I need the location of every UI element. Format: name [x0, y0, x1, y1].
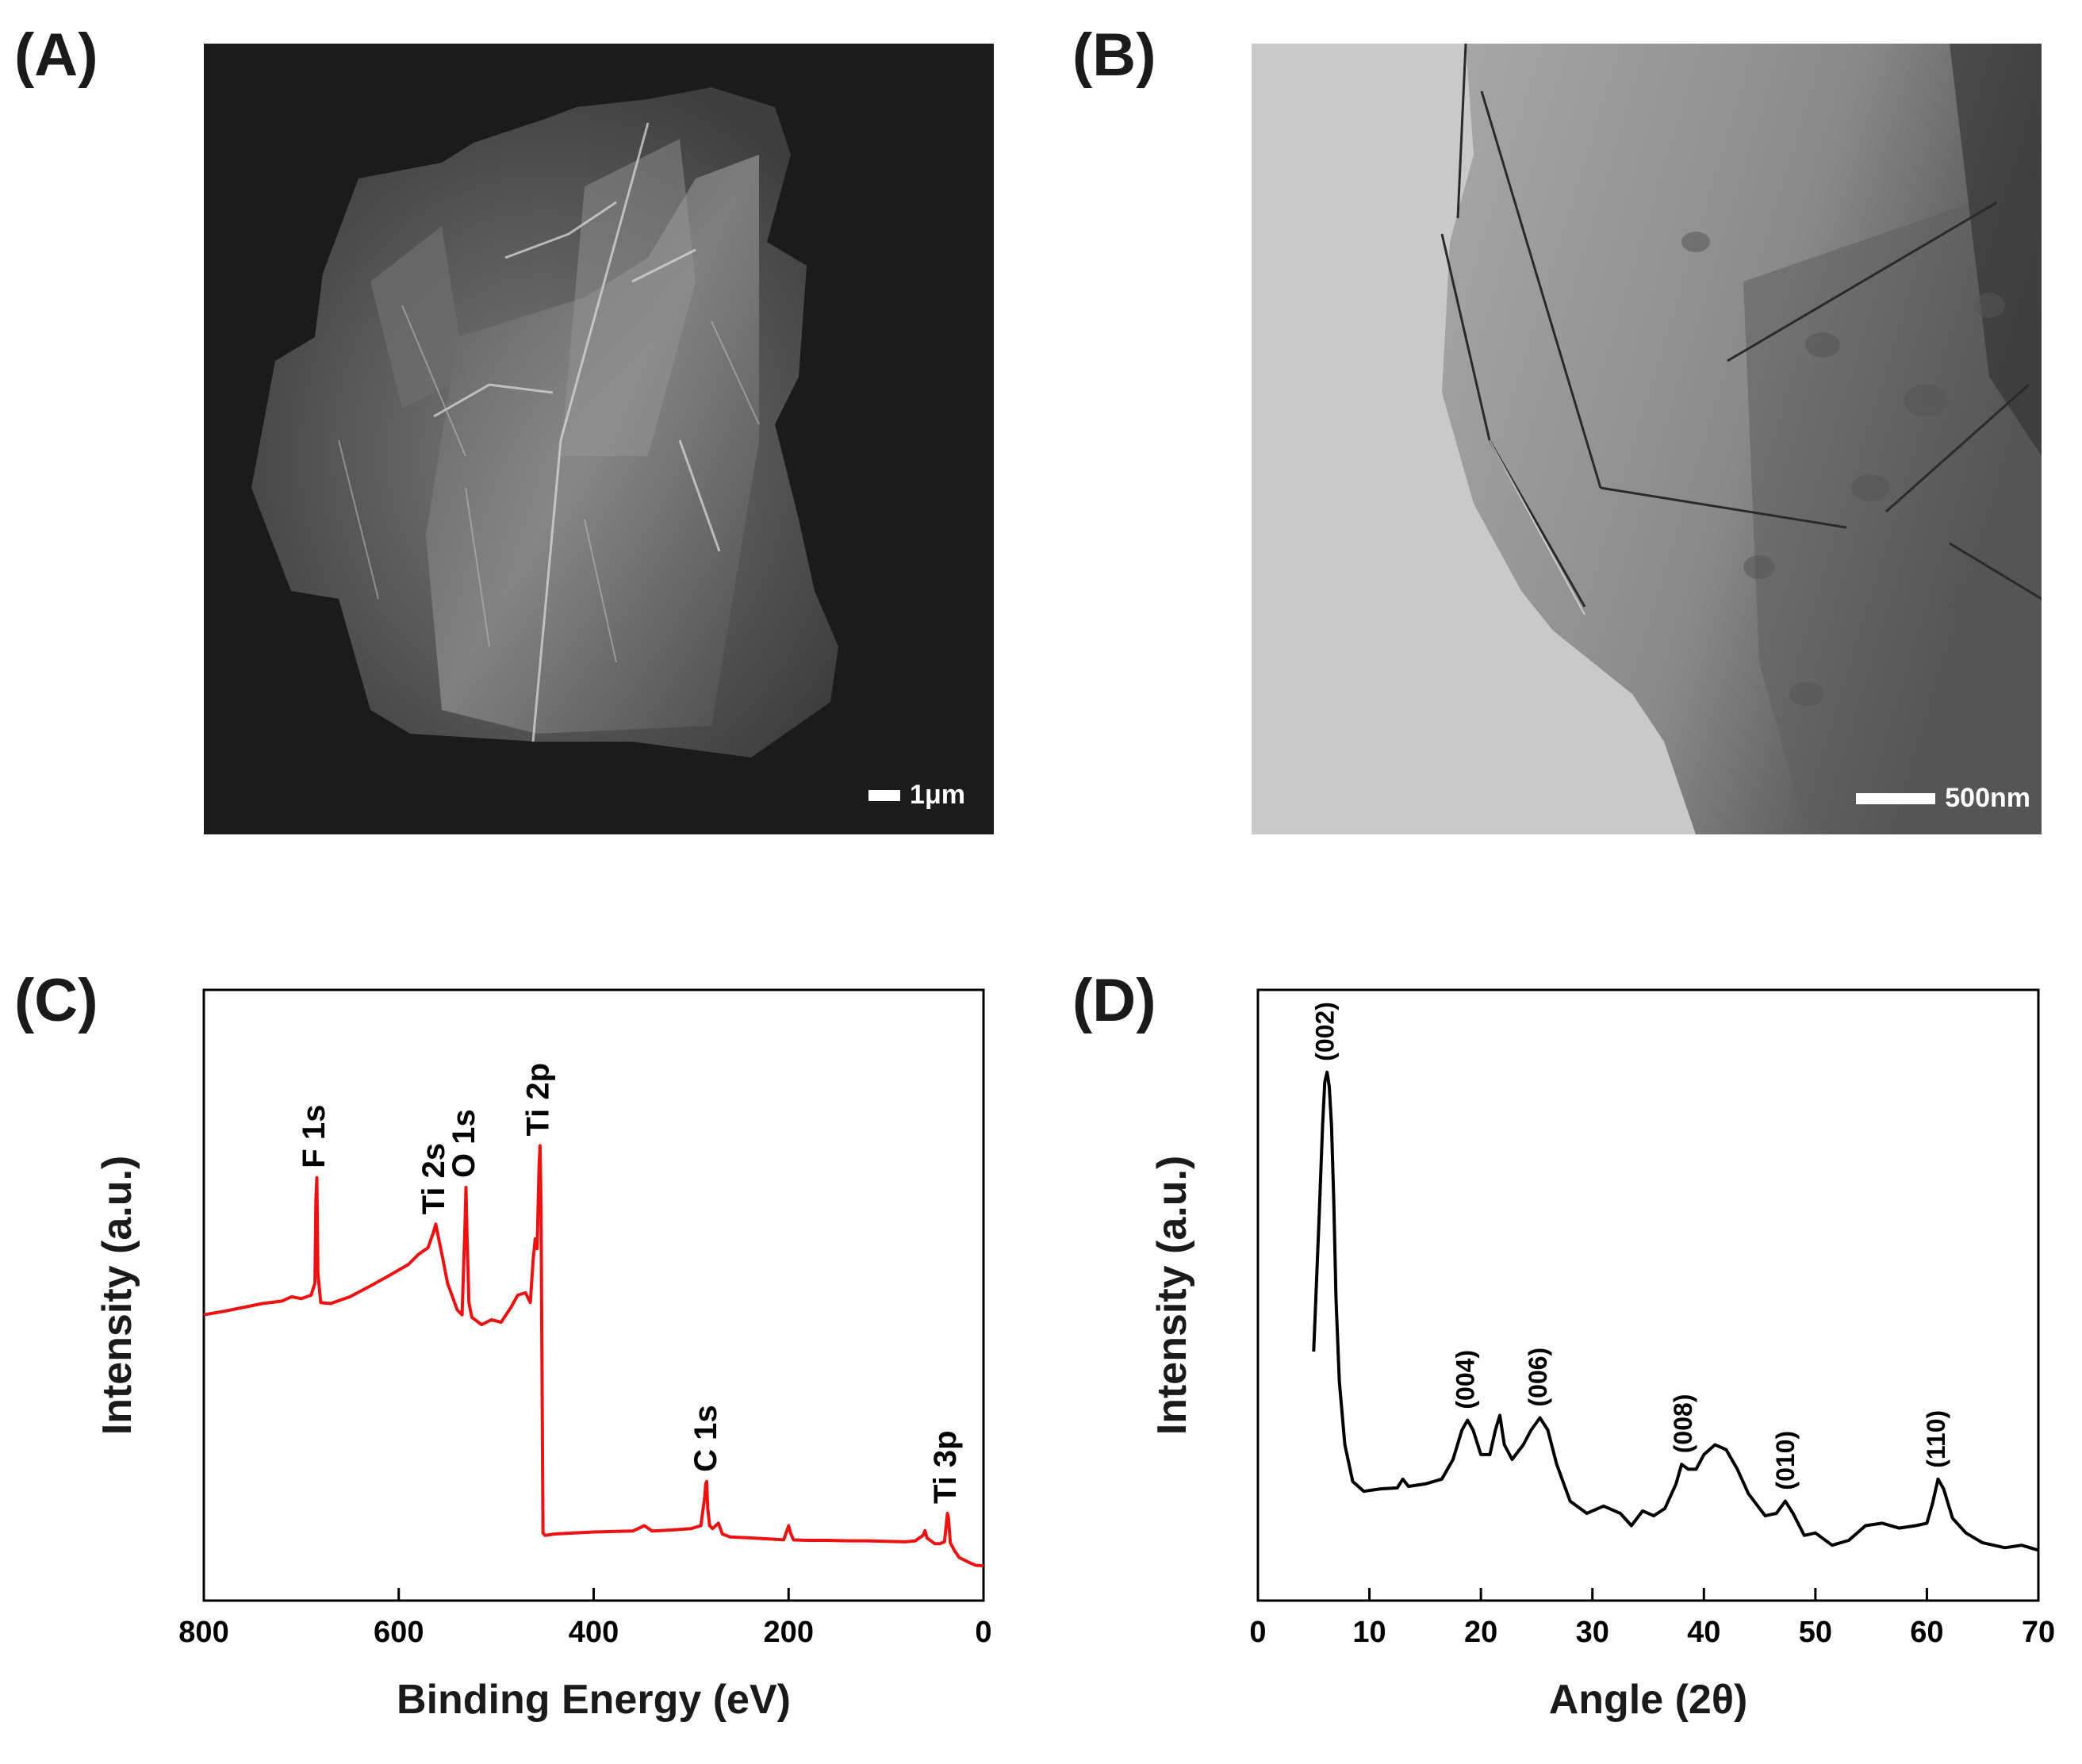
xrd-x-tick-label: 20 [1464, 1616, 1497, 1649]
xps-x-tick-label: 0 [975, 1616, 991, 1649]
xps-x-tick-label: 600 [374, 1616, 424, 1649]
sem-image [251, 87, 838, 757]
xps-peak-label: O 1s [447, 1109, 481, 1178]
xrd-peak-label: (110) [1922, 1410, 1950, 1468]
tem-scale-bar: 500nm [1856, 783, 2030, 814]
xps-series-line [203, 1144, 984, 1568]
panel-label-a: (A) [14, 21, 98, 89]
xps-y-axis-title: Intensity (a.u.) [94, 1156, 140, 1435]
sem-scale-bar-text: 1μm [910, 780, 965, 810]
xrd-y-axis-title: Intensity (a.u.) [1149, 1156, 1195, 1435]
tem-micrograph: 500nm [1252, 44, 2042, 834]
xrd-peak-label: (002) [1311, 1002, 1340, 1061]
sem-scale-bar: 1μm [868, 780, 965, 811]
xps-peak-label: C 1s [688, 1405, 723, 1472]
xps-chart: 800 600 400 200 0 Binding Energy (eV) Intensit… [94, 988, 992, 1723]
xrd-plot-frame [1256, 988, 2040, 1602]
xrd-x-tick-label: 50 [1799, 1616, 1832, 1649]
xps-x-tick-label: 800 [178, 1616, 228, 1649]
tem-scale-bar-line [1856, 792, 1936, 804]
sem-micrograph: 1μm [204, 44, 994, 834]
xrd-series-line [1312, 1070, 2039, 1552]
xps-x-axis-title: Binding Energy (eV) [397, 1677, 791, 1723]
xrd-x-tick-label: 60 [1910, 1616, 1943, 1649]
xps-x-tick-label: 200 [764, 1616, 814, 1649]
panel-label-c: (C) [14, 967, 98, 1034]
tem-image [1440, 44, 2042, 834]
xps-peak-label: Ti 3p [928, 1430, 963, 1504]
xrd-x-tick-label: 30 [1576, 1616, 1609, 1649]
xrd-peak-label: (006) [1524, 1348, 1552, 1407]
xrd-x-tick-label: 10 [1352, 1616, 1386, 1649]
xps-peak-label: F 1s [297, 1105, 332, 1168]
xrd-x-tick-label: 70 [2022, 1616, 2055, 1649]
xrd-x-axis-title: Angle (2θ) [1549, 1677, 1748, 1723]
xps-x-tick-label: 400 [569, 1616, 619, 1649]
xrd-peak-label: (010) [1771, 1431, 1800, 1490]
xps-peak-label: Ti 2p [520, 1063, 555, 1137]
tem-scale-bar-text: 500nm [1945, 783, 2030, 813]
xrd-x-tick-label: 40 [1687, 1616, 1720, 1649]
panel-label-d: (D) [1072, 967, 1156, 1034]
xrd-peak-label: (004) [1451, 1350, 1480, 1409]
xrd-x-tick-label: 0 [1249, 1616, 1266, 1649]
panel-label-b: (B) [1072, 21, 1156, 89]
sem-scale-bar-line [868, 789, 901, 801]
xrd-peak-label: (008) [1669, 1394, 1697, 1454]
xps-peak-label: Ti 2s [416, 1143, 451, 1214]
